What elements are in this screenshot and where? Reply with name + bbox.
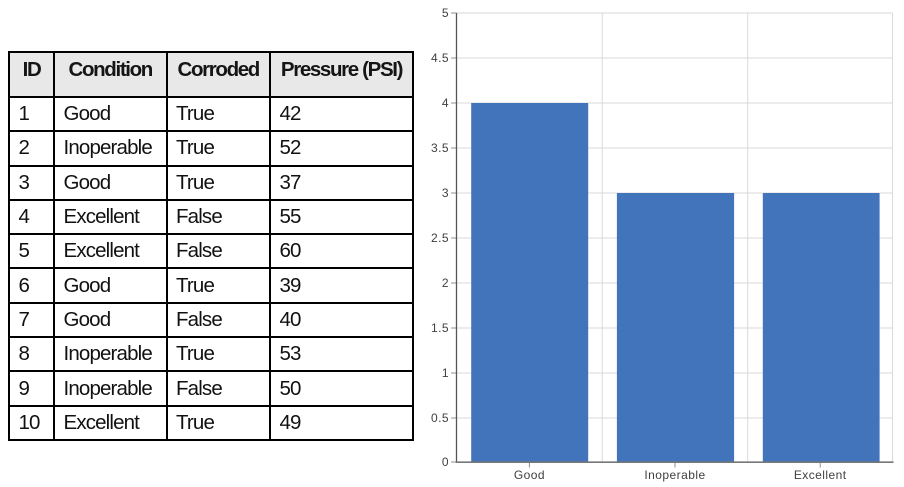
svg-text:5: 5 — [442, 6, 449, 20]
svg-text:1: 1 — [442, 366, 449, 380]
svg-text:Good: Good — [514, 468, 545, 482]
svg-text:0: 0 — [442, 455, 449, 469]
svg-text:2: 2 — [442, 276, 449, 290]
svg-text:1.5: 1.5 — [431, 321, 449, 335]
svg-text:4.5: 4.5 — [431, 51, 449, 65]
svg-text:2.5: 2.5 — [431, 231, 449, 245]
svg-text:3.5: 3.5 — [431, 141, 449, 155]
svg-text:Excellent: Excellent — [794, 468, 847, 482]
svg-text:4: 4 — [442, 96, 449, 110]
svg-text:Inoperable: Inoperable — [644, 468, 705, 482]
svg-text:0.5: 0.5 — [431, 411, 449, 425]
svg-text:3: 3 — [442, 186, 449, 200]
